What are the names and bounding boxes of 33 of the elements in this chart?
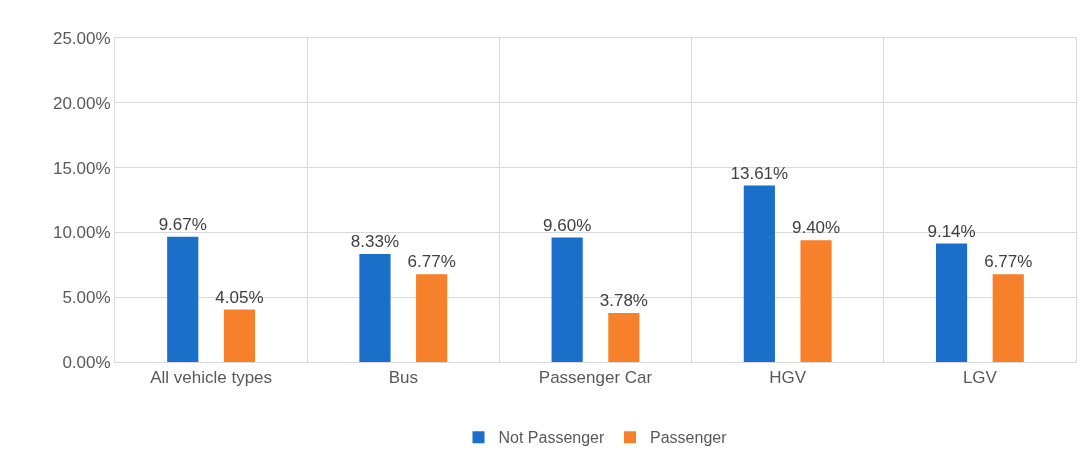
- x-tick-label: LGV: [962, 368, 998, 388]
- data-label: 9.60%: [543, 215, 592, 235]
- bar: [416, 274, 448, 362]
- x-tick-label: Bus: [388, 368, 418, 388]
- y-tick-label: 5.00%: [62, 288, 111, 308]
- bar: [223, 309, 256, 362]
- bar: [992, 274, 1024, 362]
- legend-label: Passenger: [650, 429, 728, 447]
- data-label: 9.40%: [791, 218, 841, 238]
- data-label: 4.05%: [215, 287, 264, 307]
- y-tick-label: 20.00%: [52, 93, 111, 113]
- bar: [935, 243, 968, 362]
- bar: [167, 236, 199, 362]
- y-tick-label: 10.00%: [52, 223, 111, 243]
- y-tick-label: 15.00%: [52, 158, 111, 178]
- x-tick-label: All vehicle types: [150, 368, 273, 388]
- y-tick-label: 0.00%: [62, 352, 111, 372]
- x-tick-label: HGV: [769, 368, 807, 388]
- legend-label: Not Passenger: [498, 429, 606, 447]
- data-label: 3.78%: [599, 291, 648, 311]
- bar: [608, 313, 640, 362]
- data-label: 9.67%: [158, 214, 207, 234]
- bar: [800, 240, 832, 362]
- bar: [743, 185, 775, 362]
- data-label: 8.33%: [350, 232, 400, 252]
- data-label: 6.77%: [984, 252, 1033, 272]
- data-label: 6.77%: [407, 252, 456, 272]
- x-tick-label: Passenger Car: [538, 368, 653, 388]
- data-label: 13.61%: [730, 163, 789, 183]
- y-tick-label: 25.00%: [52, 28, 111, 48]
- bar: [551, 237, 583, 362]
- bar: [359, 254, 391, 362]
- data-label: 9.14%: [927, 221, 976, 241]
